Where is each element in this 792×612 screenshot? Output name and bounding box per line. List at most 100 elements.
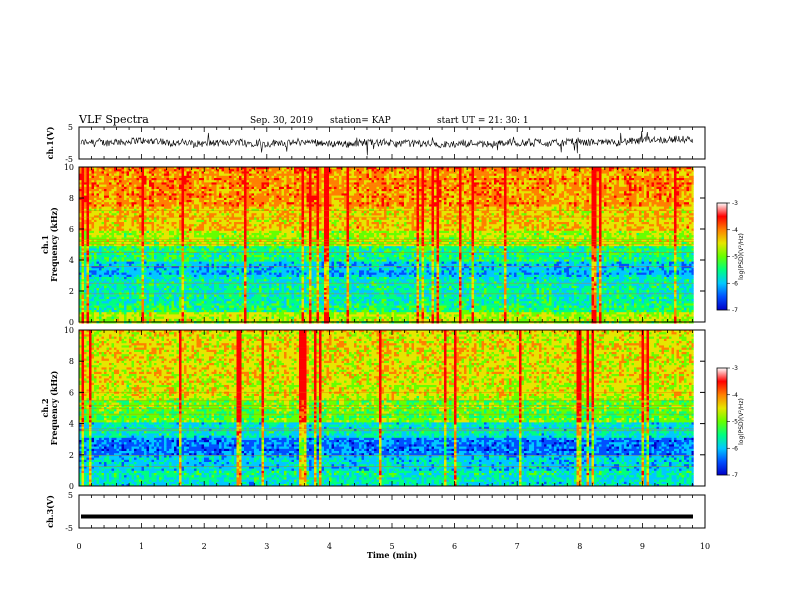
ch1-spectrogram-cell (424, 186, 430, 190)
ch1-spectrogram-cell (531, 171, 535, 174)
ch1-spectrogram-cell (589, 178, 592, 181)
ch1-spectrogram-cell (404, 184, 407, 188)
ch1-spectrogram-cell (481, 191, 485, 194)
ch1-spectrogram-cell (294, 228, 297, 232)
ch1-spectrogram-cell (501, 211, 505, 214)
ch1-spectrogram-cell (374, 202, 377, 205)
ch1-spectrogram-cell (324, 182, 330, 185)
ch1-spectrogram-cell (334, 215, 337, 218)
ch1-spectrogram-cell (566, 175, 572, 179)
ch1-spectrogram-cell (86, 213, 90, 216)
ch1-spectrogram-cell (361, 224, 367, 227)
ch1-spectrogram-cell (226, 186, 230, 190)
ch1-spectrogram-cell (419, 169, 422, 172)
ch1-spectrogram-cell (369, 191, 372, 194)
ch1-spectrogram-cell (99, 206, 102, 210)
ch1-spectrogram-cell (396, 167, 402, 170)
ch1-spectrogram-cell (434, 184, 437, 188)
ch1-spectrogram-cell (221, 180, 225, 183)
ch1-spectrogram-cell (134, 191, 140, 194)
ch1-spectrogram-cell (534, 226, 537, 229)
ch1-spectrogram-cell (231, 186, 245, 190)
ch1-spectrogram-cell (304, 213, 310, 216)
ch1-spectrogram-cell (279, 211, 282, 214)
ch1-spectrogram-cell (324, 173, 330, 177)
ch1-spectrogram-cell (329, 228, 332, 232)
ch1-spectrogram-cell (421, 173, 425, 177)
ch1-spectrogram-cell (224, 208, 235, 212)
ch1-spectrogram-cell (374, 191, 377, 194)
ch1-spectrogram-cell (659, 222, 665, 225)
ch1-spectrogram-cell (149, 175, 152, 179)
ch1-spectrogram-cell (349, 173, 352, 177)
ch1-spectrogram-cell (456, 193, 460, 196)
ch1-spectrogram-cell (496, 193, 502, 196)
ch1-spectrogram-cell (484, 193, 487, 196)
ch1-spectrogram-cell (414, 204, 417, 207)
ch1-spectrogram-cell (299, 189, 302, 192)
ch1-spectrogram-cell (601, 233, 605, 236)
ch1-spectrogram-cell (661, 213, 665, 216)
ch1-spectrogram-cell (414, 186, 417, 190)
ch1-spectrogram-cell (521, 215, 525, 218)
ch1-spectrogram-cell (316, 173, 320, 177)
ch1-spectrogram-cell (299, 217, 302, 221)
ch1-spectrogram-cell (346, 180, 350, 183)
ch1-spectrogram-cell (541, 224, 547, 227)
ch1-spectrogram-cell (201, 213, 205, 216)
ch1-spectrogram-cell (211, 175, 215, 179)
ch1-spectrogram-cell (544, 178, 550, 181)
ch1-spectrogram-cell (526, 197, 530, 201)
ch1-spectrogram-cell (459, 182, 465, 185)
ch1-spectrogram-cell (436, 167, 445, 170)
ch1-spectrogram-cell (501, 230, 505, 234)
ch1-spectrogram-cell (559, 193, 565, 196)
ch1-spectrogram-cell (89, 228, 92, 232)
ch1-spectrogram-cell (524, 233, 530, 236)
ch1-spectrogram-cell (611, 182, 615, 185)
ch1-spectrogram-cell (531, 208, 552, 212)
ch1-spectrogram-cell (676, 228, 680, 232)
ch1-spectrogram-cell (409, 235, 415, 238)
ch1-spectrogram-cell (209, 178, 212, 181)
ch1-spectrogram-cell (601, 186, 605, 190)
ch1-spectrogram-cell (636, 186, 640, 190)
ch1-spectrogram-cell (574, 182, 577, 185)
ch1-spectrogram-cell (651, 193, 657, 196)
ch1-spectrogram-cell (239, 182, 242, 185)
ch1-spectrogram-cell (346, 200, 350, 203)
ch1-spectrogram-cell (286, 222, 290, 225)
ch1-spectrogram-cell (444, 180, 450, 183)
ch1-spectrogram-cell (214, 206, 217, 210)
ch1-spectrogram-cell (81, 230, 85, 234)
ch1-spectrogram-cell (471, 206, 475, 210)
ch1-spectrogram-cell (521, 230, 525, 234)
ch1-spectrogram-cell (529, 224, 532, 227)
ch1-spectrogram-cell (251, 224, 255, 227)
ch1-spectrogram-cell (271, 191, 277, 194)
ch1-spectrogram-cell (679, 184, 682, 188)
ch1-spectrogram-cell (579, 222, 582, 225)
ch1-spectrogram-cell (311, 222, 317, 225)
ch1-spectrogram-cell (389, 189, 392, 192)
ch1-spectrogram-cell (366, 193, 375, 196)
ch1-spectrogram-cell (641, 182, 645, 185)
ch1-spectrogram-cell (664, 182, 670, 185)
ch1-spectrogram-cell (606, 204, 612, 207)
ch1-spectrogram-cell (409, 217, 412, 221)
ch1-spectrogram-cell (516, 178, 520, 181)
ch1-spectrogram-cell (621, 217, 625, 221)
ch1-spectrogram-cell (139, 230, 142, 234)
ch1-spectrogram-cell (96, 202, 102, 205)
ch1-spectrogram-cell (309, 226, 312, 229)
ch1-spectrogram-cell (366, 219, 370, 223)
ch1-spectrogram-cell (291, 195, 295, 199)
ch1-spectrogram-cell (401, 167, 405, 170)
ch1-spectrogram-cell (114, 204, 120, 207)
ch1-spectrogram-cell (319, 215, 325, 218)
ch1-spectrogram-cell (246, 215, 252, 218)
ch1-spectrogram-cell (361, 178, 370, 181)
ch1-spectrogram-cell (384, 193, 387, 196)
ch1-spectrogram-cell (136, 169, 142, 172)
ch1-spectrogram-cell (669, 211, 672, 214)
